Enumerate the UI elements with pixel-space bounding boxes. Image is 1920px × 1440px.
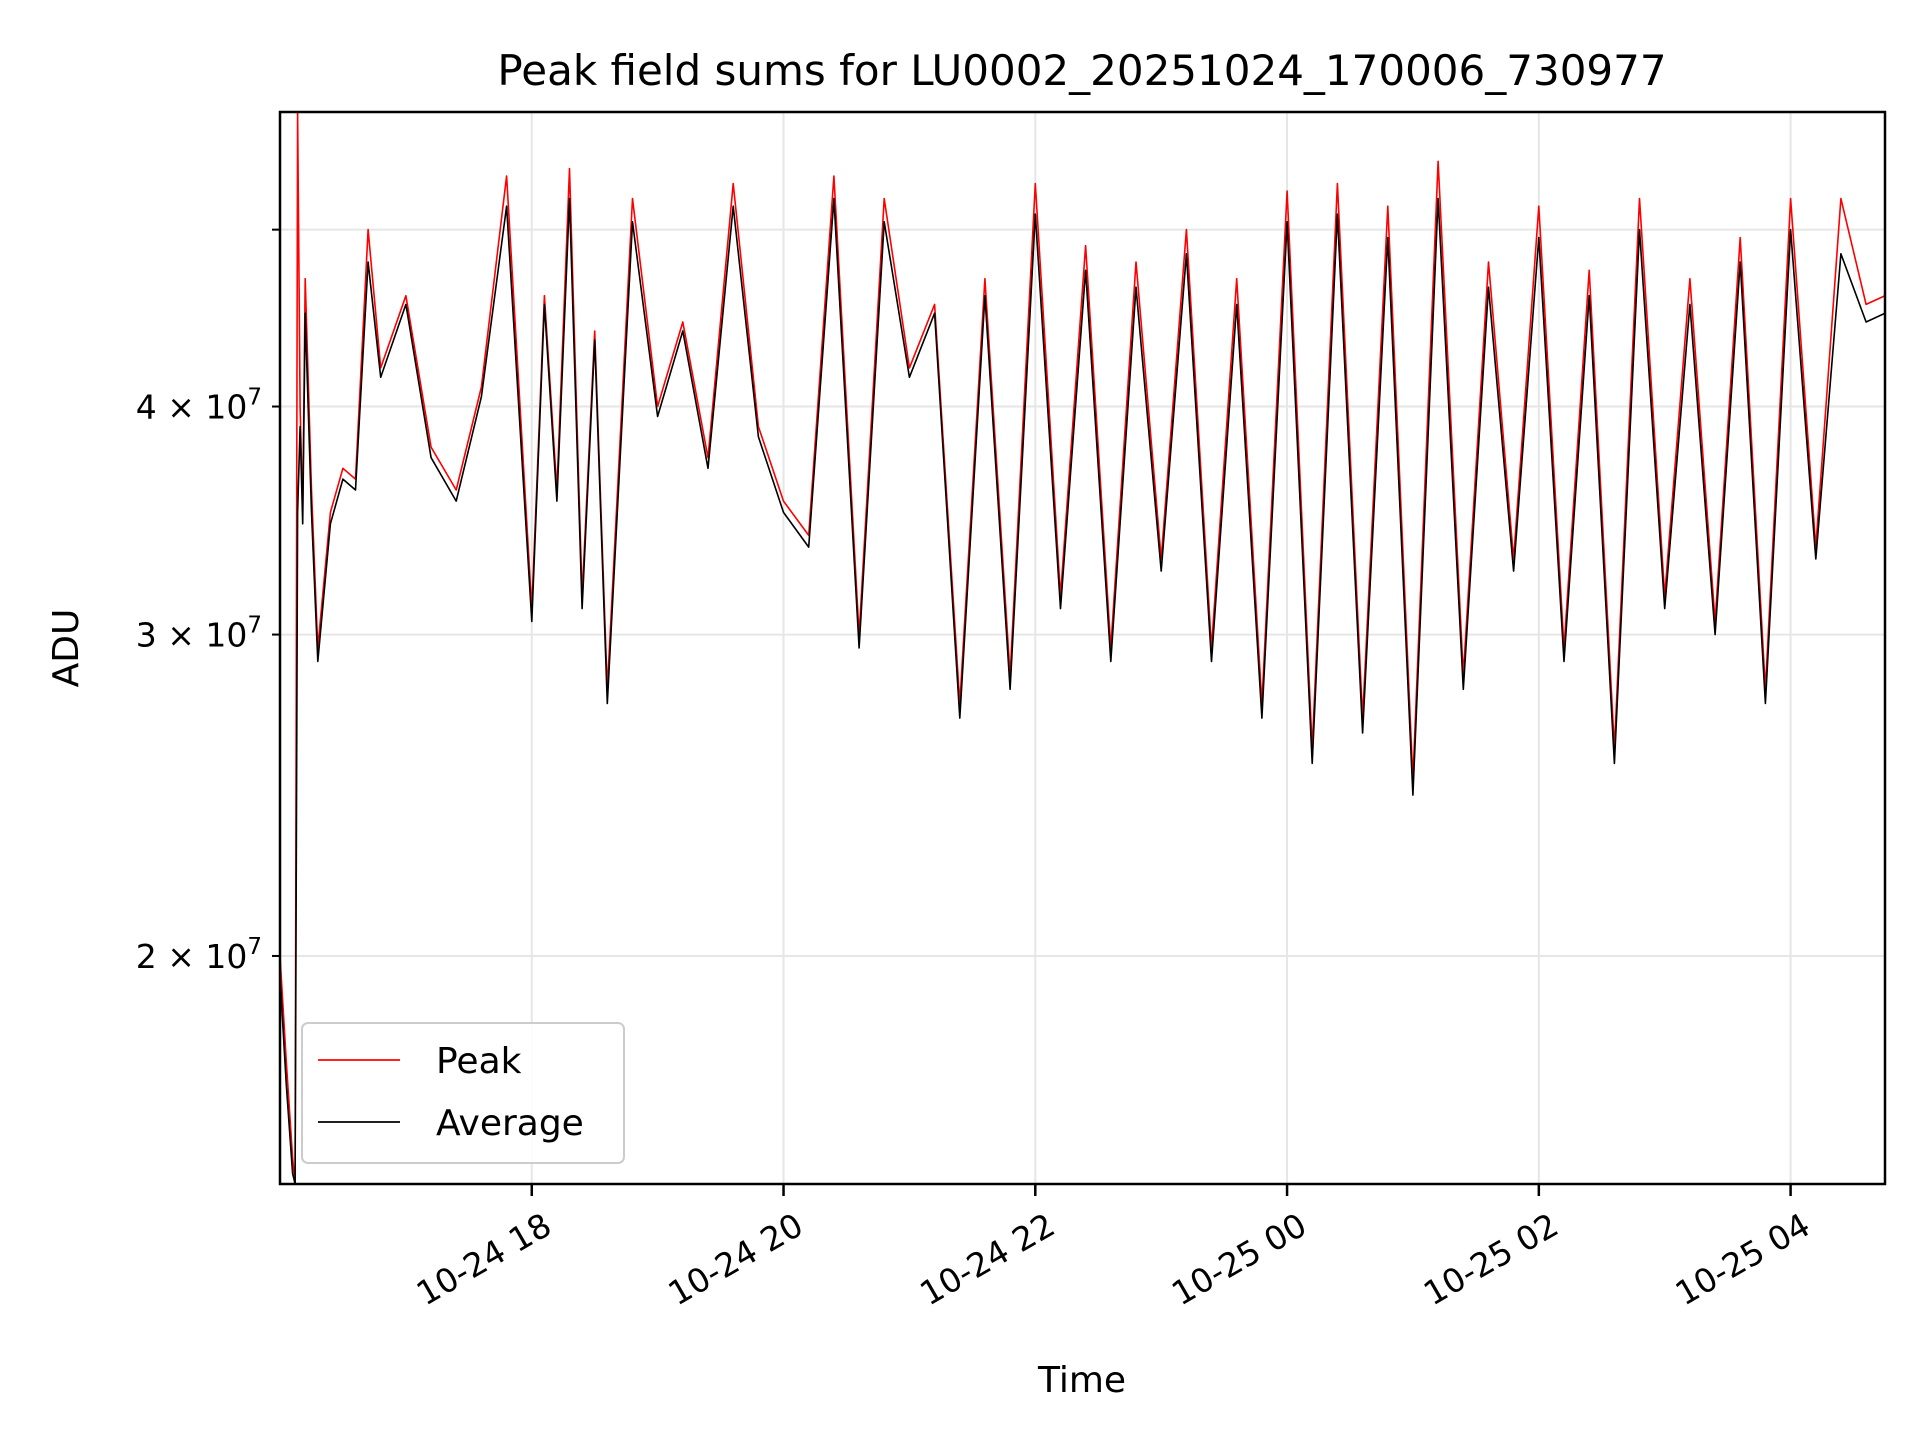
chart-title: Peak field sums for LU0002_20251024_1700… bbox=[497, 46, 1666, 95]
x-axis-label: Time bbox=[1037, 1360, 1126, 1401]
y-axis-label: ADU bbox=[46, 609, 87, 688]
peak-line bbox=[280, 112, 1885, 1184]
legend-average-label: Average bbox=[436, 1103, 584, 1144]
y-tick-label: 3 × 107 bbox=[136, 613, 262, 655]
legend-peak-label: Peak bbox=[436, 1041, 522, 1082]
y-tick-label: 2 × 107 bbox=[136, 934, 262, 976]
series-layer bbox=[280, 112, 1885, 1184]
grid-lines bbox=[280, 112, 1885, 1184]
y-tick-label: 4 × 107 bbox=[136, 385, 262, 427]
average-line bbox=[280, 197, 1885, 1184]
plot-frame bbox=[278, 110, 1887, 1186]
legend-box bbox=[301, 1022, 625, 1164]
legend: Peak Average bbox=[301, 1022, 625, 1164]
